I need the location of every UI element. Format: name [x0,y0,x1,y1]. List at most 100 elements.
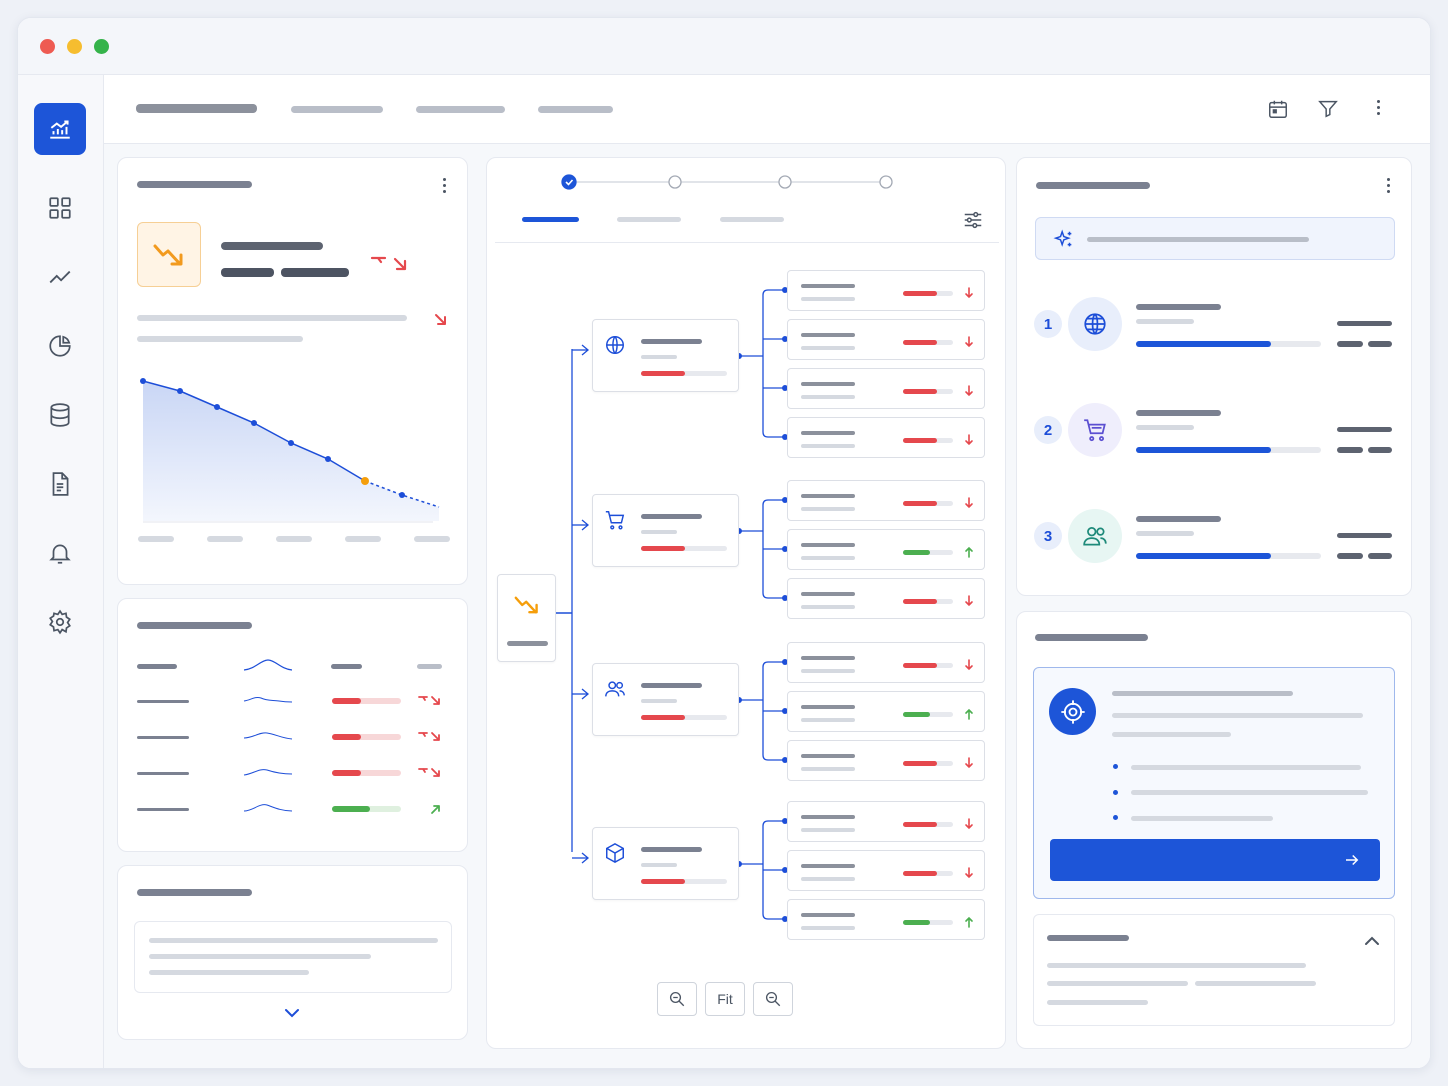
root-node[interactable] [497,574,556,662]
flow-card: Fit [486,157,1006,1049]
rank-number: 1 [1034,310,1062,338]
leaf-node[interactable] [787,740,985,781]
leaf-node[interactable] [787,578,985,619]
x-tick-label [276,536,312,542]
maximize-window-button[interactable] [94,39,109,54]
fit-button[interactable]: Fit [705,982,745,1016]
leaf-node[interactable] [787,899,985,940]
trend-line-icon [49,270,71,284]
trend-up-icon [431,805,440,814]
flow-node[interactable] [592,827,739,900]
leaf-title [801,815,855,819]
data-point[interactable] [177,388,183,394]
x-tick-label [207,536,243,542]
ranking-item[interactable]: 1 [1017,294,1413,354]
rec-line-3 [1112,732,1231,737]
leaf-fill [903,550,930,555]
tab-3[interactable] [720,217,784,222]
flow-node[interactable] [592,494,739,567]
rec-line-2 [1112,713,1363,718]
calendar-icon[interactable] [1267,98,1289,120]
leaf-title [801,284,855,288]
details-line-2 [1047,981,1188,986]
item-fill [1136,447,1271,453]
table-row[interactable] [118,724,469,750]
arrow-up-icon [965,546,973,558]
highlight-point[interactable] [361,477,369,485]
leaf-fill [903,761,937,766]
sidebar-item-data[interactable] [34,389,86,441]
details-line-4 [1047,1000,1148,1005]
trend-down-icon [418,696,440,705]
sidebar-item-documents[interactable] [34,458,86,510]
minimize-window-button[interactable] [67,39,82,54]
flow-node[interactable] [592,663,739,736]
step-4[interactable] [879,175,893,189]
bullet [1113,815,1118,820]
nav-tab-1[interactable] [291,106,383,113]
zoom-out-button[interactable] [657,982,697,1016]
sparkle-icon [1053,229,1072,247]
leaf-node[interactable] [787,529,985,570]
leaf-node[interactable] [787,319,985,360]
data-point[interactable] [399,492,405,498]
nav-tab-3[interactable] [538,106,613,113]
more-icon[interactable] [1377,100,1381,118]
card-menu-icon[interactable] [443,178,447,196]
flow-node[interactable] [592,319,739,392]
table-row[interactable] [118,796,469,822]
zoom-in-button[interactable] [753,982,793,1016]
leaf-node[interactable] [787,368,985,409]
cart-icon [605,511,625,530]
leaf-fill [903,663,937,668]
bullet [1113,764,1118,769]
leaf-node[interactable] [787,270,985,311]
sidebar-item-analytics[interactable] [34,103,86,155]
leaf-subtitle [801,669,855,673]
chevron-up-icon[interactable] [1364,935,1380,947]
ai-insight-bar[interactable] [1035,217,1395,260]
card-menu-icon[interactable] [1387,178,1391,196]
node-title [641,339,702,344]
table-row[interactable] [118,688,469,714]
sidebar-item-trends[interactable] [34,251,86,303]
data-point[interactable] [214,404,220,410]
rank-number: 3 [1034,522,1062,550]
leaf-node[interactable] [787,850,985,891]
apply-button[interactable] [1050,839,1380,881]
step-3[interactable] [778,175,792,189]
table-row[interactable] [118,760,469,786]
leaf-title [801,543,855,547]
nav-tab-2[interactable] [416,106,505,113]
leaf-node[interactable] [787,801,985,842]
data-point[interactable] [140,378,146,384]
ranking-item[interactable]: 3 [1017,506,1413,566]
sidebar-item-reports[interactable] [34,320,86,372]
step-2[interactable] [668,175,682,189]
sidebar-item-alerts[interactable] [34,527,86,579]
leaf-subtitle [801,556,855,560]
leaf-node[interactable] [787,691,985,732]
tab-active[interactable] [522,217,579,222]
leaf-node[interactable] [787,642,985,683]
ranking-item[interactable]: 2 [1017,400,1413,460]
filter-icon[interactable] [1317,98,1339,120]
stepper[interactable] [487,158,1007,198]
sidebar-item-settings[interactable] [34,596,86,648]
notes-box [134,921,452,993]
leaf-title [801,494,855,498]
pie-chart-icon [49,335,71,357]
data-point[interactable] [251,420,257,426]
leaf-node[interactable] [787,417,985,458]
tab-2[interactable] [617,217,681,222]
data-point[interactable] [325,456,331,462]
leaf-node[interactable] [787,480,985,521]
leaf-fill [903,340,937,345]
close-window-button[interactable] [40,39,55,54]
data-point[interactable] [288,440,294,446]
sliders-icon[interactable] [962,209,984,231]
step-1[interactable] [561,174,577,190]
chevron-down-icon[interactable] [284,1007,300,1019]
sidebar-item-dashboard[interactable] [34,182,86,234]
item-value [1337,427,1392,432]
